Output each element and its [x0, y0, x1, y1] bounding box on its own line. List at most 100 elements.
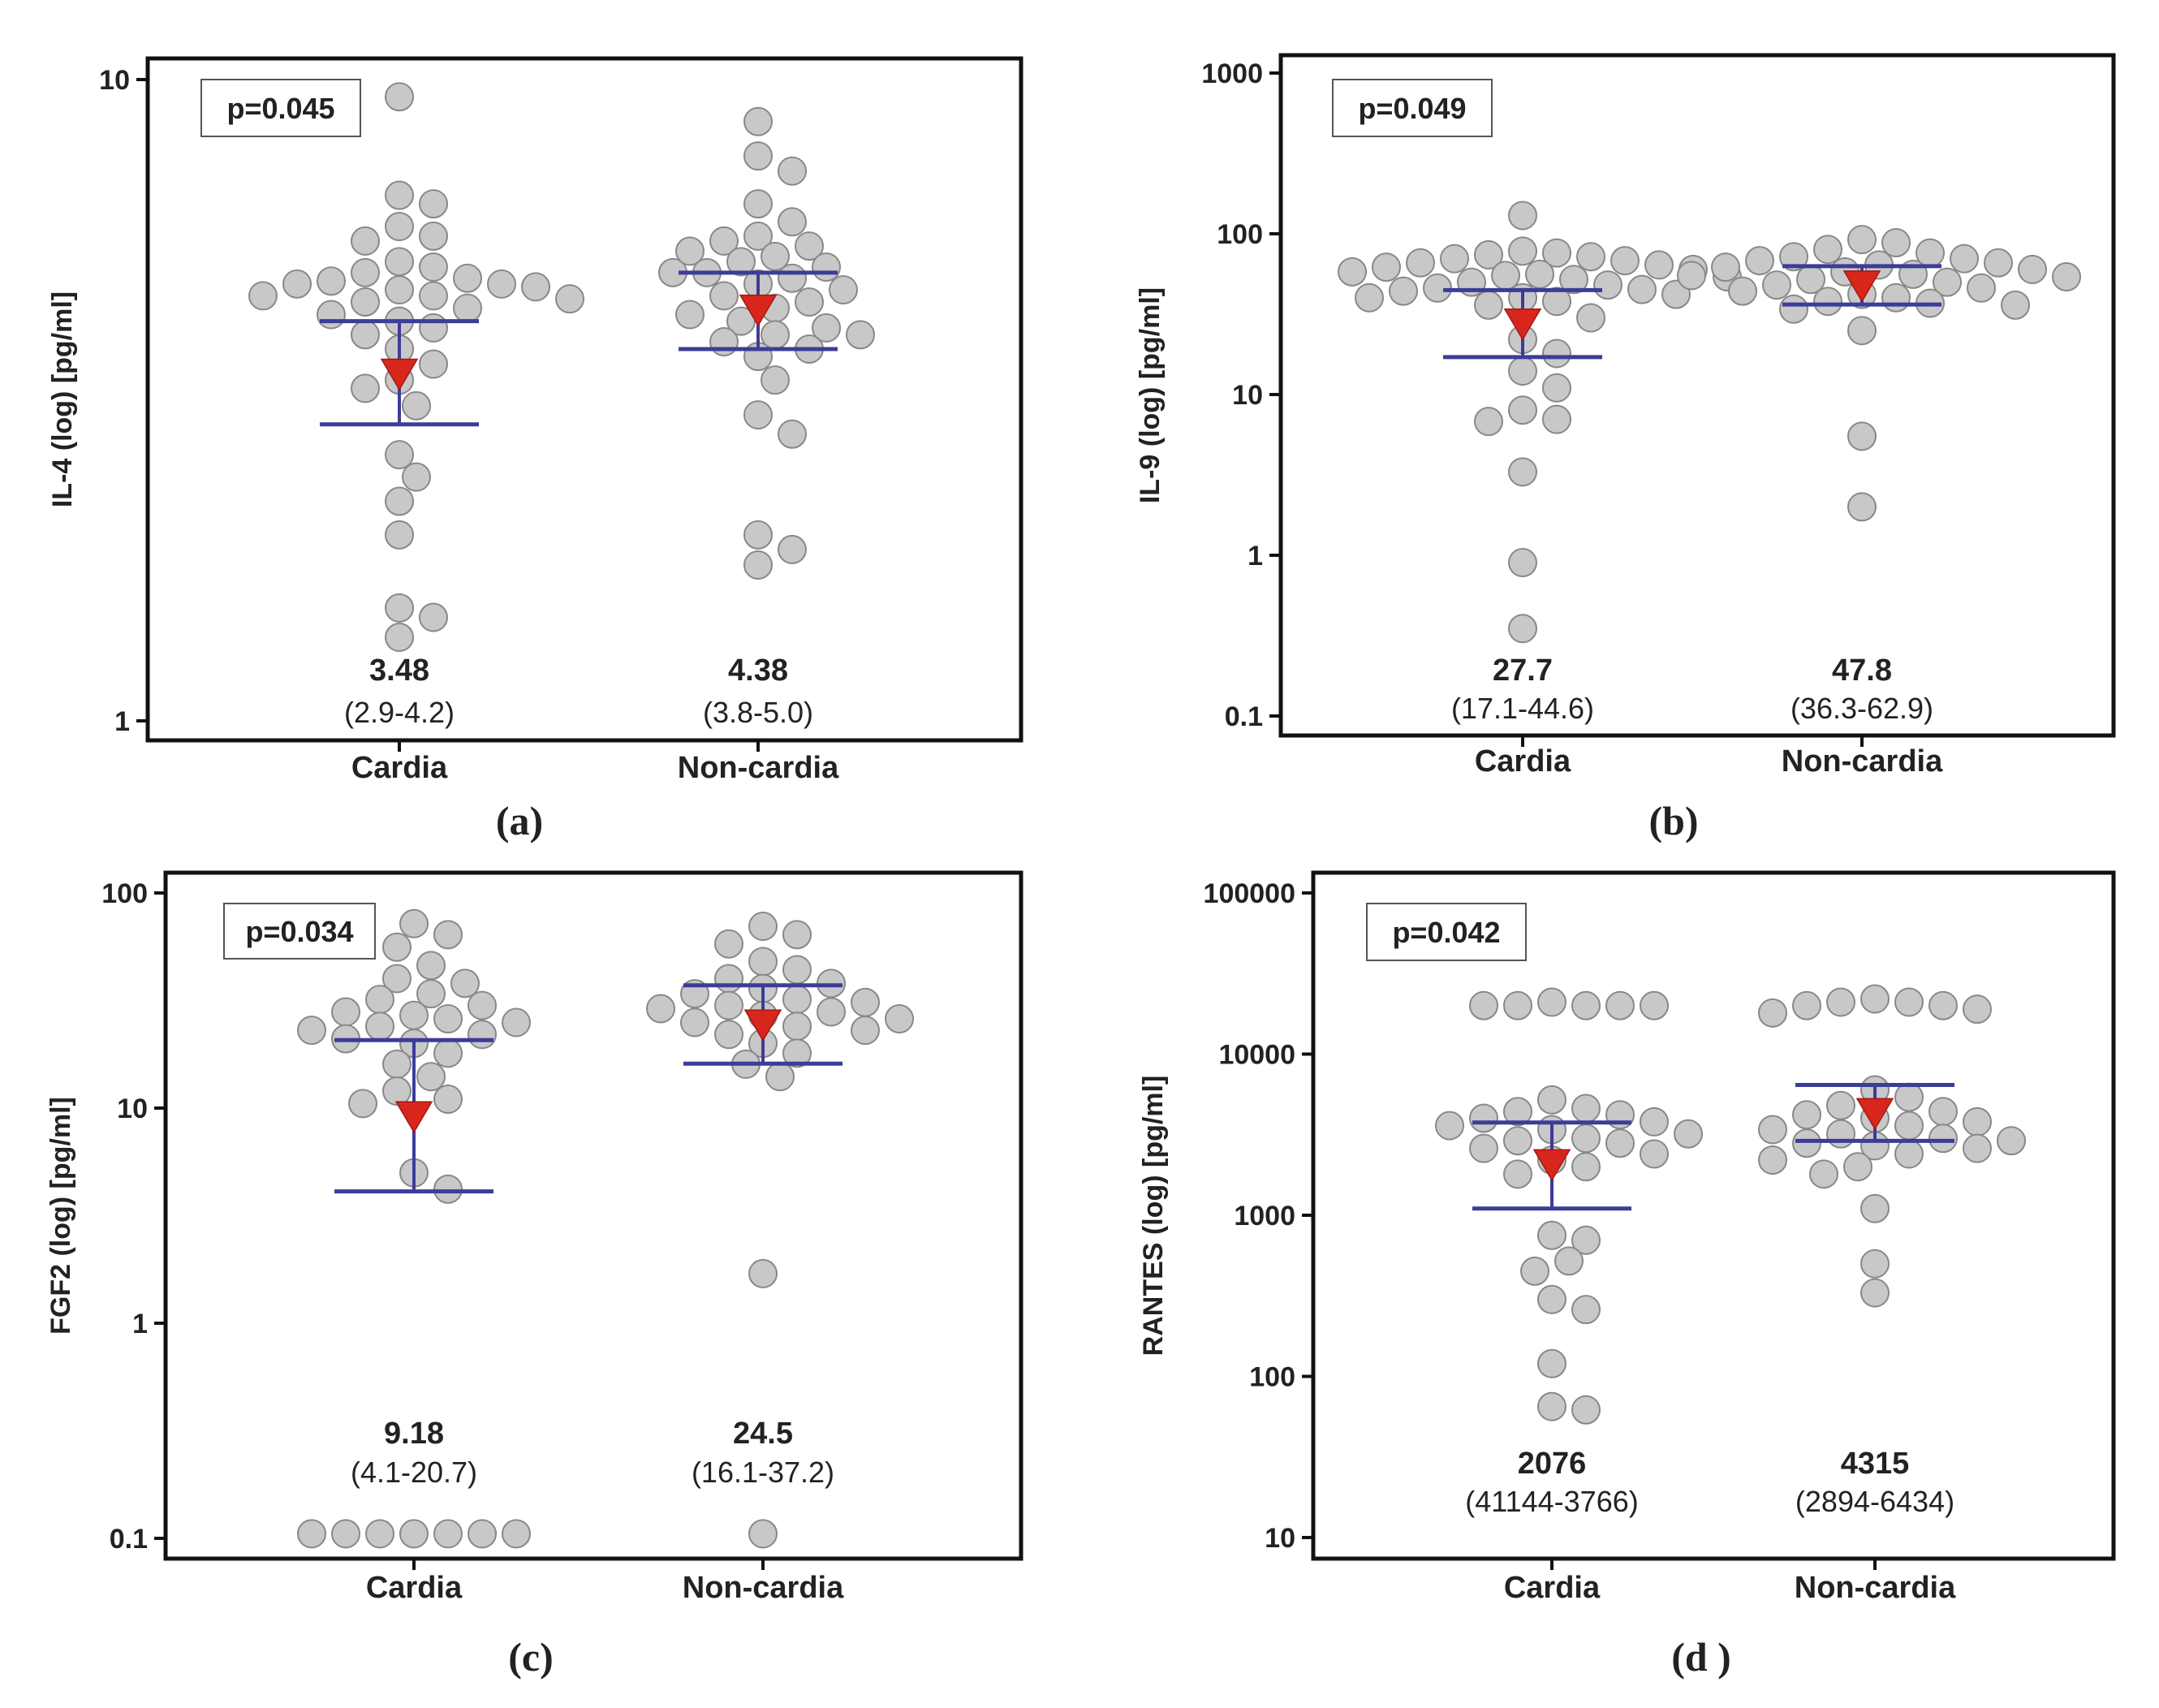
data-point — [675, 236, 705, 266]
data-point — [709, 226, 739, 256]
data-point — [1860, 1193, 1890, 1223]
data-point — [1847, 316, 1877, 346]
data-point — [714, 990, 743, 1020]
data-point — [382, 932, 412, 962]
range-label: (16.1-37.2) — [692, 1456, 834, 1489]
data-point — [1758, 1145, 1787, 1175]
median-marker — [1855, 1098, 1894, 1131]
chart-panel-1: 1 10 IL-4 (log) [pg/ml] p=0.045 3.48 (2.9-4.2… — [47, 56, 1023, 843]
data-point — [1677, 261, 1706, 291]
data-point — [829, 275, 858, 305]
data-point — [450, 968, 480, 998]
data-point — [385, 275, 414, 305]
group-non-cardia: 47.8 (36.3-62.9) Non-cardia — [1677, 225, 2081, 779]
data-point — [812, 252, 841, 283]
data-point — [1469, 1133, 1498, 1163]
data-point — [1661, 279, 1691, 309]
range-label: (3.8-5.0) — [703, 696, 813, 729]
data-point — [1826, 987, 1855, 1017]
data-point — [297, 1016, 326, 1046]
data-point — [1571, 1152, 1601, 1182]
data-point — [1554, 1246, 1584, 1276]
data-point — [385, 520, 414, 550]
data-point — [1503, 1097, 1532, 1127]
data-point — [1423, 273, 1452, 303]
data-point — [778, 156, 807, 186]
data-point — [1640, 1106, 1669, 1137]
data-point — [1525, 259, 1554, 289]
data-point — [1406, 248, 1435, 278]
data-point — [317, 300, 346, 330]
data-point — [1894, 1111, 1924, 1141]
data-point — [1758, 998, 1787, 1028]
x-category-label: Non-cardia — [678, 751, 839, 785]
data-point — [743, 520, 773, 550]
data-point — [453, 263, 482, 293]
median-value-label: 4.38 — [728, 653, 788, 688]
pvalue-box — [223, 903, 376, 960]
data-point — [1826, 1119, 1855, 1149]
data-point — [761, 241, 790, 271]
data-point — [331, 997, 360, 1027]
data-point — [1571, 990, 1601, 1020]
data-point — [1559, 265, 1588, 295]
y-tick-label: 100 — [101, 878, 148, 909]
data-point — [399, 908, 429, 938]
data-point — [1950, 244, 1979, 274]
data-point — [351, 320, 380, 350]
data-point — [1644, 250, 1674, 280]
median-value-label: 4315 — [1841, 1447, 1910, 1481]
data-point — [1847, 492, 1877, 522]
data-point — [1508, 614, 1537, 644]
data-point — [1537, 1085, 1566, 1115]
range-label: (4.1-20.7) — [351, 1456, 477, 1489]
data-point — [385, 623, 414, 653]
range-label: (2.9-4.2) — [344, 696, 455, 729]
median-marker — [380, 358, 419, 391]
x-category-label: Cardia — [1475, 744, 1571, 779]
data-point — [555, 284, 584, 314]
data-point — [1571, 1225, 1601, 1255]
data-point — [782, 985, 812, 1015]
data-point — [1593, 270, 1622, 300]
data-point — [851, 1016, 880, 1046]
data-point — [675, 300, 705, 330]
data-point — [1537, 1391, 1566, 1421]
median-marker — [743, 1009, 782, 1042]
group-non-cardia: 24.5 (16.1-37.2) Non-cardia — [646, 912, 914, 1605]
data-point — [1508, 395, 1537, 425]
data-point — [1355, 283, 1384, 313]
x-category-label: Cardia — [351, 751, 448, 785]
data-point — [1610, 246, 1640, 276]
data-point — [1503, 990, 1532, 1020]
data-point — [1474, 407, 1503, 437]
pvalue-label: p=0.045 — [226, 92, 334, 125]
data-point — [487, 269, 516, 299]
data-point — [1372, 252, 1401, 283]
y-tick-label: 1 — [132, 1309, 148, 1339]
data-point — [2018, 254, 2047, 284]
data-point — [1847, 421, 1877, 451]
group-cardia: 9.18 (4.1-20.7) Cardia — [297, 908, 531, 1605]
data-point — [419, 189, 448, 219]
data-point — [419, 221, 448, 251]
data-point — [748, 1258, 778, 1288]
y-tick-label: 10000 — [1218, 1040, 1295, 1071]
data-point — [1508, 548, 1537, 578]
plot-frame — [1311, 870, 2116, 1561]
y-axis-label: IL-9 (log) [pg/ml] — [1135, 287, 1166, 503]
y-tick-label: 1000 — [1201, 58, 1263, 89]
data-point — [714, 929, 743, 959]
data-point — [433, 1004, 463, 1034]
data-point — [1745, 246, 1774, 276]
data-point — [468, 1519, 497, 1549]
data-point — [680, 1007, 709, 1037]
data-point — [1469, 990, 1498, 1020]
data-point — [795, 231, 824, 261]
median-marker — [1842, 270, 1881, 303]
data-point — [1571, 1124, 1601, 1154]
y-axis-label: RANTES (log) [pg/ml] — [1138, 1076, 1169, 1356]
data-point — [1894, 987, 1924, 1017]
data-point — [419, 252, 448, 283]
